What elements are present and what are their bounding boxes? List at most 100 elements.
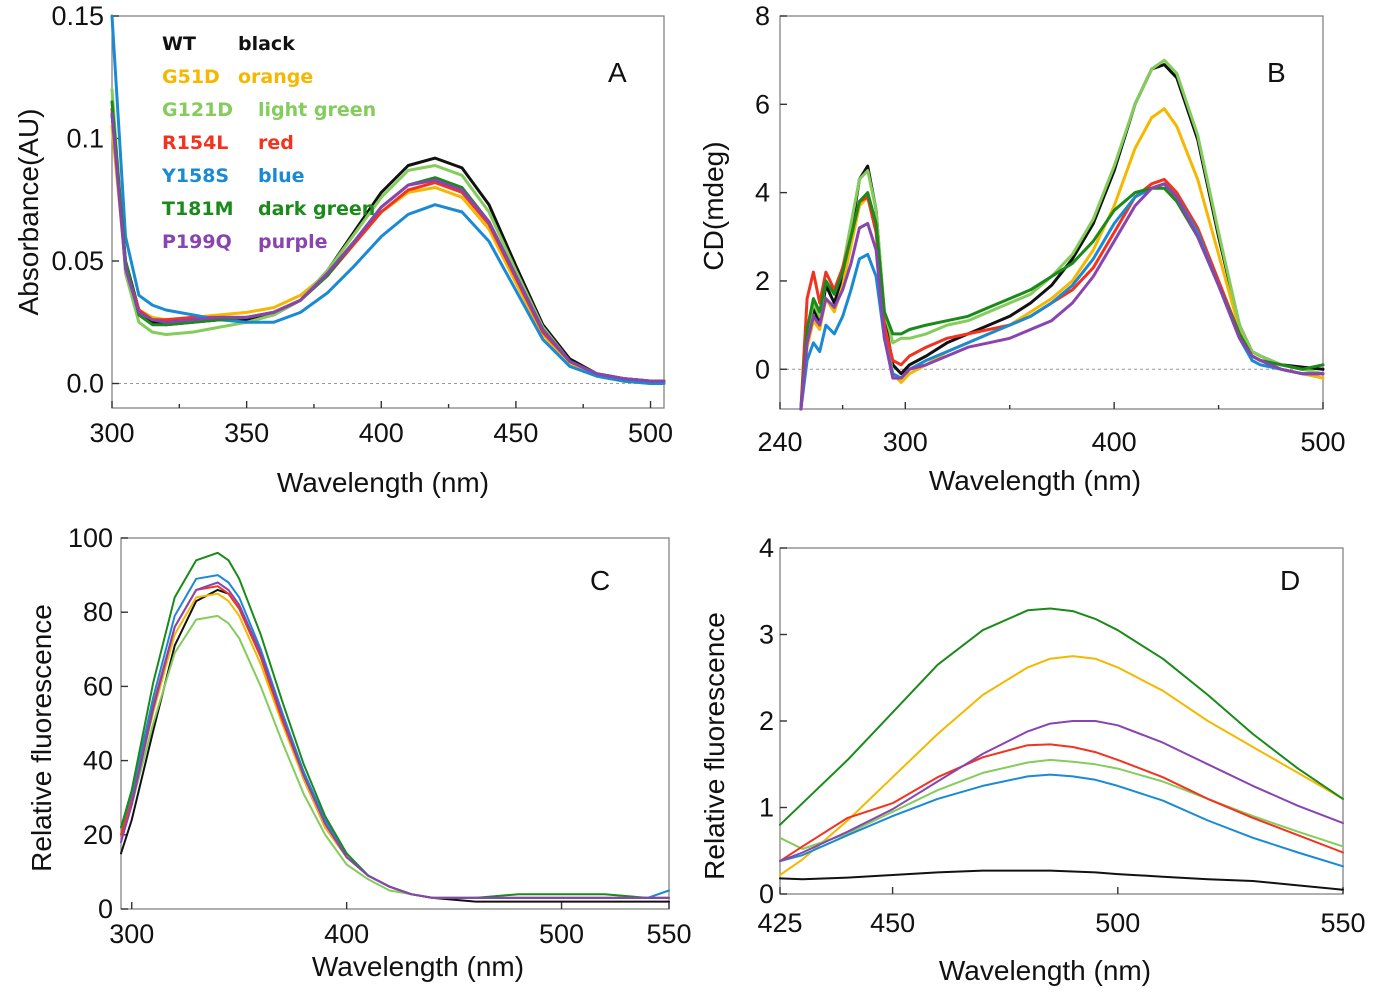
panel-a-x-tick-label: 500 xyxy=(628,418,673,448)
panel-d-x-axis-label: Wavelength (nm) xyxy=(939,955,1151,986)
panel-d-y-axis-label: Relative fluorescence xyxy=(699,612,730,880)
panel-c-series xyxy=(120,551,670,903)
panel-c-series-y158s xyxy=(120,574,670,899)
panel-c-y-tick-label: 60 xyxy=(83,671,113,701)
panel-d-y-tick-label: 3 xyxy=(759,620,774,650)
panel-d-y-tick-label: 2 xyxy=(759,706,774,736)
panel-a-x-axis-label: Wavelength (nm) xyxy=(277,467,489,498)
panel-d-series-g51d xyxy=(779,655,1344,876)
panel-a-y-axis-label: Absorbance(AU) xyxy=(13,109,44,316)
panel-c-plot-frame xyxy=(120,537,670,910)
panel-b-series-g121d xyxy=(799,58,1325,411)
panel-b-y-tick-label: 4 xyxy=(755,178,770,208)
panel-d-ticks xyxy=(779,547,1344,895)
panel-d-series-p199q xyxy=(779,720,1344,863)
panel-a-tick-labels: 300 350 400 450 500 0.0 0.05 0.1 0.15 xyxy=(51,1,673,448)
panel-b-y-tick-label: 0 xyxy=(755,354,770,384)
panel-a-x-tick-label: 400 xyxy=(359,418,404,448)
panel-c-series-p199q xyxy=(120,581,670,899)
panel-c-y-tick-label: 0 xyxy=(98,894,113,924)
panel-a-series-y158s xyxy=(110,14,666,385)
panel-a-series xyxy=(110,14,666,385)
panel-a-y-tick-label: 0.05 xyxy=(51,246,104,276)
panel-d-series-r154l xyxy=(779,743,1344,863)
panel-d-x-tick-label: 500 xyxy=(1095,908,1140,938)
panel-d-letter: D xyxy=(1280,565,1300,596)
legend-color-name-g51d: orange xyxy=(238,66,313,88)
panel-b-x-tick-label: 400 xyxy=(1092,427,1137,457)
legend-key-p199q: P199Q xyxy=(162,231,232,253)
legend-color-name-r154l: red xyxy=(258,132,294,154)
panel-b-series xyxy=(799,58,1325,411)
panel-d-series-wt xyxy=(779,869,1344,891)
panel-d-y-tick-label: 0 xyxy=(759,879,774,909)
panel-c-series-t181m xyxy=(120,551,670,899)
panel-c-y-tick-label: 40 xyxy=(83,746,113,776)
panel-c-x-tick-label: 300 xyxy=(109,919,154,949)
panel-a-x-tick-label: 350 xyxy=(224,418,269,448)
panel-a-letter: A xyxy=(608,57,627,88)
panel-c-y-tick-label: 20 xyxy=(83,820,113,850)
legend-key-g121d: G121D xyxy=(162,99,233,121)
panel-b-x-tick-label: 300 xyxy=(883,427,928,457)
panel-d: 425 450 500 550 0 1 2 3 4 Wavelength (nm) Relati… xyxy=(699,533,1366,986)
panel-a-x-tick-label: 300 xyxy=(89,418,134,448)
panel-c-y-tick-label: 100 xyxy=(68,523,113,553)
panel-c-y-axis-label: Relative fluorescence xyxy=(26,604,57,872)
panel-a-series-p199q xyxy=(110,112,666,383)
panel-b-x-axis-label: Wavelength (nm) xyxy=(929,465,1141,496)
panel-c-x-axis-label: Wavelength (nm) xyxy=(312,951,524,982)
panel-c-x-tick-label: 500 xyxy=(539,919,584,949)
panel-a-y-tick-label: 0.1 xyxy=(66,124,104,154)
panel-c-letter: C xyxy=(590,565,610,596)
panel-a: 300 350 400 450 500 0.0 0.05 0.1 0.15 Wavelength… xyxy=(13,1,673,498)
panel-b-tick-labels: 240 300 400 500 0 2 4 6 8 xyxy=(755,1,1346,457)
legend-color-name-wt: black xyxy=(238,33,295,55)
panel-c-series-g121d xyxy=(120,614,670,899)
panel-b-y-tick-label: 6 xyxy=(755,89,770,119)
legend-key-g51d: G51D xyxy=(162,66,220,88)
panel-d-x-tick-label: 425 xyxy=(757,908,802,938)
panel-c-x-tick-label: 550 xyxy=(646,919,691,949)
panel-c-series-r154l xyxy=(120,585,670,899)
panel-c: 300 400 500 550 0 20 40 60 80 100 Wavelength (nm)… xyxy=(26,523,692,982)
panel-b-plot-frame xyxy=(779,15,1324,410)
panel-b-letter: B xyxy=(1267,57,1286,88)
legend-color-name-g121d: light green xyxy=(258,99,376,121)
panel-d-series-y158s xyxy=(779,773,1344,868)
panel-a-x-tick-label: 450 xyxy=(493,418,538,448)
panel-c-series-g51d xyxy=(120,592,670,899)
legend-color-name-y158s: blue xyxy=(258,165,305,187)
panel-d-y-tick-label: 1 xyxy=(759,793,774,823)
panel-b-x-tick-label: 500 xyxy=(1300,427,1345,457)
panel-a-y-tick-label: 0.15 xyxy=(51,1,104,31)
panel-b-series-p199q xyxy=(799,182,1325,411)
panel-a-y-tick-label: 0.0 xyxy=(66,369,104,399)
panel-b-ticks xyxy=(779,15,1324,409)
panel-d-x-tick-label: 550 xyxy=(1320,908,1365,938)
panel-d-x-tick-label: 450 xyxy=(870,908,915,938)
panel-c-x-tick-label: 400 xyxy=(324,919,369,949)
legend-key-r154l: R154L xyxy=(162,132,228,154)
panel-d-tick-labels: 425 450 500 550 0 1 2 3 4 xyxy=(757,533,1365,938)
panel-d-series-t181m xyxy=(779,607,1344,826)
panel-d-series xyxy=(779,607,1344,891)
panel-b: 240 300 400 500 0 2 4 6 8 Wavelength (nm) CD(mde… xyxy=(698,1,1346,496)
legend-key-t181m: T181M xyxy=(162,198,234,220)
panel-c-y-tick-label: 80 xyxy=(83,597,113,627)
panel-b-y-axis-label: CD(mdeg) xyxy=(698,141,729,270)
legend-color-name-t181m: dark green xyxy=(258,198,375,220)
panel-b-y-tick-label: 2 xyxy=(755,266,770,296)
panel-d-plot-frame xyxy=(779,547,1344,895)
panel-c-tick-labels: 300 400 500 550 0 20 40 60 80 100 xyxy=(68,523,692,949)
panel-d-y-tick-label: 4 xyxy=(759,533,774,563)
panel-c-ticks xyxy=(121,537,670,910)
legend-color-name-p199q: purple xyxy=(258,231,328,253)
panel-b-x-tick-label: 240 xyxy=(757,427,802,457)
legend-key-y158s: Y158S xyxy=(161,165,229,187)
panel-b-y-tick-label: 8 xyxy=(755,1,770,31)
legend-key-wt: WT xyxy=(162,33,196,55)
panel-a-plot-frame xyxy=(111,15,665,409)
